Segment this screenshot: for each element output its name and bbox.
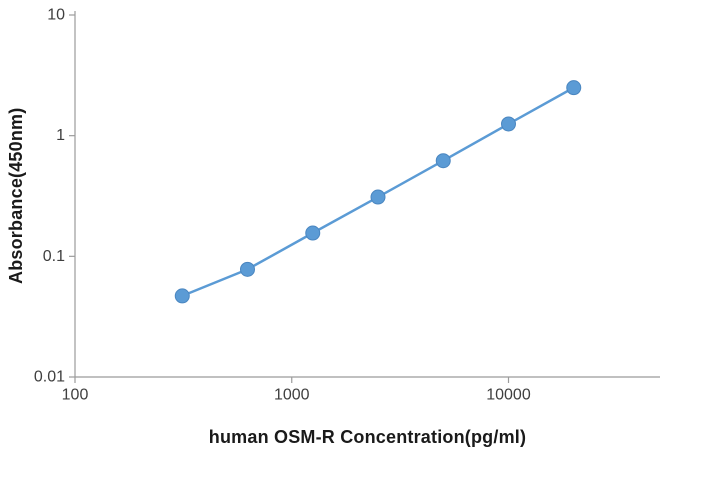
x-tick-label: 100 bbox=[62, 386, 89, 403]
y-tick-label: 0.01 bbox=[34, 369, 65, 386]
data-point bbox=[566, 80, 582, 96]
data-point bbox=[370, 189, 386, 205]
x-tick-label: 1000 bbox=[274, 386, 310, 403]
y-tick-label: 0.1 bbox=[43, 248, 65, 265]
y-axis-title: Absorbance(450nm) bbox=[6, 107, 26, 285]
data-point bbox=[305, 225, 321, 241]
data-point bbox=[240, 261, 256, 277]
data-point bbox=[435, 153, 451, 169]
x-tick-label: 10000 bbox=[486, 386, 531, 403]
y-tick-label: 10 bbox=[47, 7, 65, 24]
x-axis-title: human OSM-R Concentration(pg/ml) bbox=[208, 427, 527, 447]
data-point bbox=[500, 116, 516, 132]
data-point bbox=[174, 288, 190, 304]
y-tick-label: 1 bbox=[56, 127, 65, 144]
